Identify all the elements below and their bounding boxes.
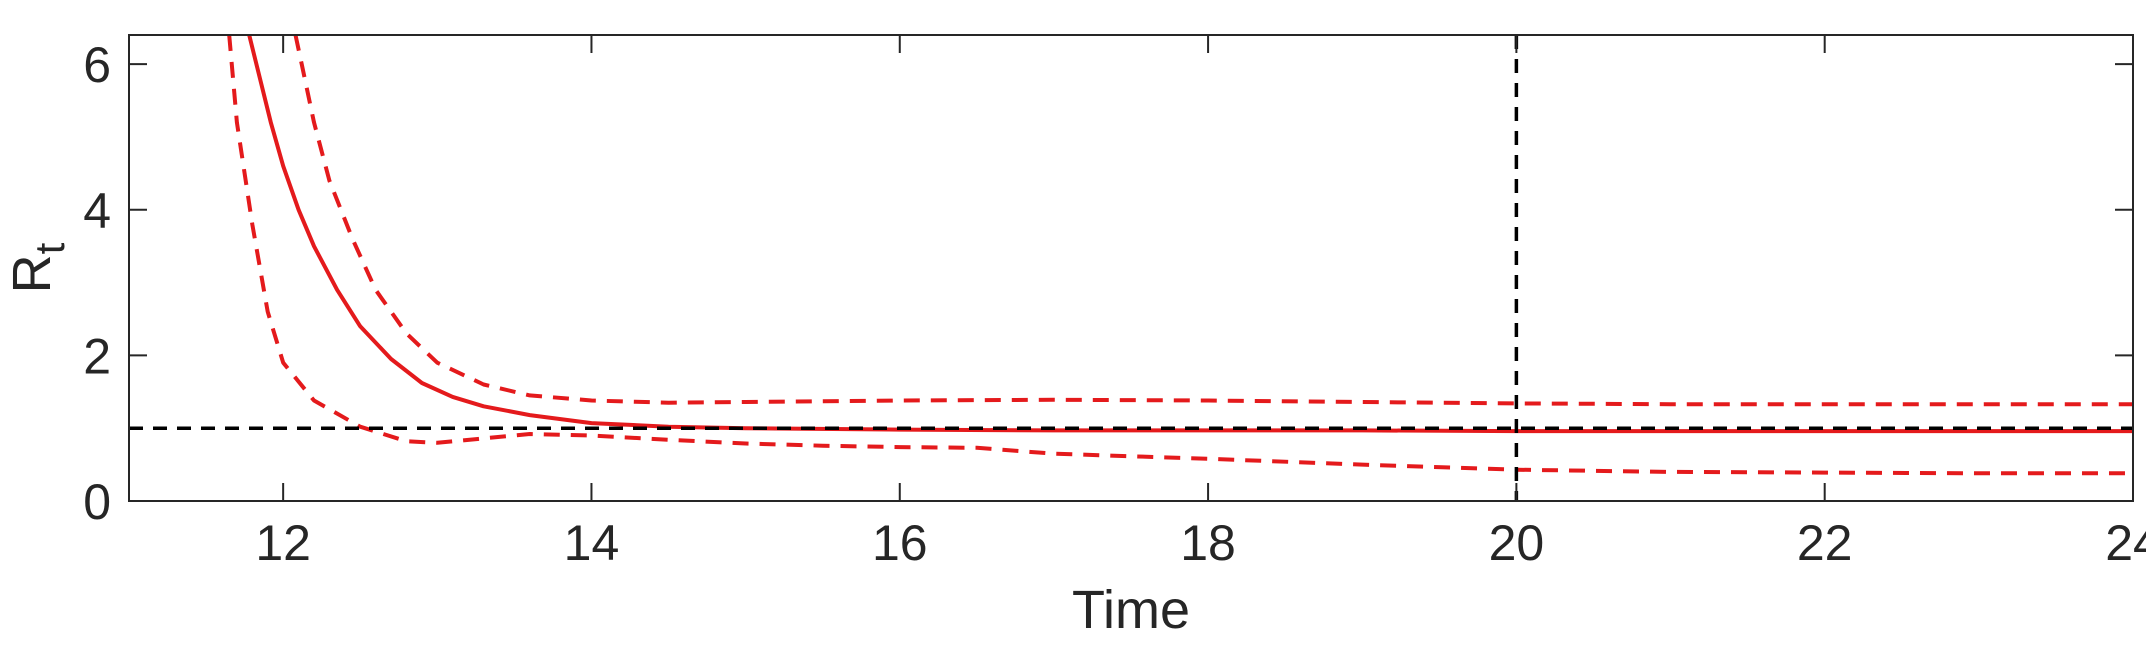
series-layer <box>227 35 2133 476</box>
y-axis-title-subscript: t <box>26 242 73 254</box>
reference-lines <box>129 35 2133 501</box>
y-tick-label: 0 <box>83 474 111 530</box>
x-axis-title: Time <box>1072 580 1190 640</box>
x-tick-label: 18 <box>1180 515 1236 571</box>
y-axis-title: Rt <box>2 242 73 293</box>
series-estimate-line <box>247 35 2133 434</box>
x-tick-label: 22 <box>1797 515 1853 571</box>
y-tick-label: 2 <box>83 328 111 384</box>
series-upper-line <box>293 35 2133 407</box>
x-tick-label: 24 <box>2105 515 2146 571</box>
axis-ticks: 121416182022240246 <box>83 35 2146 571</box>
x-tick-label: 12 <box>255 515 311 571</box>
x-tick-label: 20 <box>1489 515 1545 571</box>
y-axis-title-main: R <box>2 254 62 293</box>
series-lower-line <box>227 35 2133 476</box>
y-tick-label: 4 <box>83 183 111 239</box>
x-tick-label: 14 <box>564 515 620 571</box>
y-tick-label: 6 <box>83 37 111 93</box>
plot-area-frame <box>128 34 2134 502</box>
x-tick-label: 16 <box>872 515 928 571</box>
